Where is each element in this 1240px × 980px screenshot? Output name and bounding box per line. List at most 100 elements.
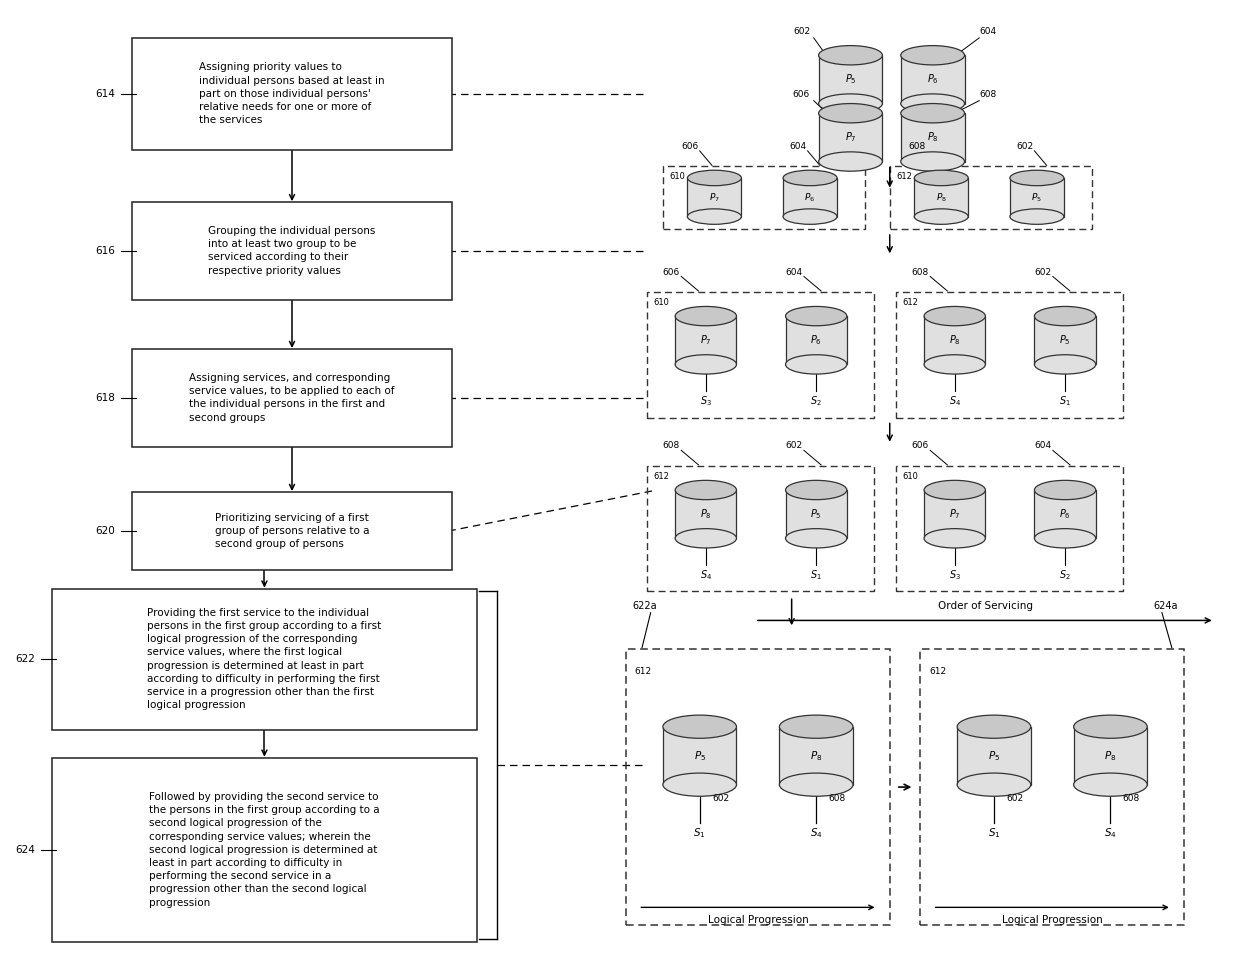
- Ellipse shape: [1034, 355, 1096, 374]
- Ellipse shape: [675, 480, 737, 500]
- Text: $P_7$: $P_7$: [844, 130, 857, 144]
- Text: 602: 602: [1006, 795, 1023, 804]
- Text: 624: 624: [15, 845, 35, 855]
- FancyBboxPatch shape: [52, 758, 476, 942]
- Text: Logical Progression: Logical Progression: [708, 915, 808, 925]
- Ellipse shape: [785, 307, 847, 325]
- Text: $S_4$: $S_4$: [1104, 826, 1117, 840]
- Text: 608: 608: [1122, 795, 1140, 804]
- Ellipse shape: [784, 171, 837, 185]
- Bar: [895, 466, 1122, 592]
- Text: 604: 604: [789, 142, 806, 151]
- Bar: [626, 650, 890, 925]
- Ellipse shape: [924, 355, 986, 374]
- Ellipse shape: [900, 152, 965, 172]
- Text: $P_6$: $P_6$: [805, 191, 816, 204]
- Ellipse shape: [1074, 715, 1147, 738]
- FancyBboxPatch shape: [131, 38, 453, 150]
- Text: 612: 612: [895, 172, 911, 181]
- Bar: [785, 317, 847, 365]
- Text: 608: 608: [980, 90, 997, 99]
- Ellipse shape: [1009, 171, 1064, 185]
- Text: 606: 606: [792, 90, 810, 99]
- Text: 610: 610: [901, 471, 918, 480]
- Text: $P_7$: $P_7$: [949, 508, 961, 521]
- Ellipse shape: [785, 355, 847, 374]
- Ellipse shape: [957, 715, 1030, 738]
- Text: $S_2$: $S_2$: [1059, 568, 1071, 582]
- Bar: [785, 490, 847, 538]
- Ellipse shape: [687, 209, 742, 224]
- Text: 602: 602: [1034, 268, 1052, 276]
- Text: $P_5$: $P_5$: [844, 73, 857, 86]
- Bar: [1034, 490, 1096, 538]
- Bar: [895, 292, 1122, 417]
- Text: $P_8$: $P_8$: [1105, 749, 1117, 762]
- Bar: [920, 650, 1184, 925]
- Text: 612: 612: [901, 298, 918, 307]
- Text: $P_5$: $P_5$: [1059, 333, 1071, 347]
- Text: 602: 602: [792, 26, 810, 36]
- Ellipse shape: [785, 528, 847, 548]
- Ellipse shape: [1034, 307, 1096, 325]
- Text: 624a: 624a: [1153, 601, 1178, 611]
- Text: 612: 612: [635, 666, 652, 676]
- Bar: [924, 317, 986, 365]
- Text: $S_1$: $S_1$: [693, 826, 706, 840]
- Text: 608: 608: [663, 441, 680, 451]
- Text: 612: 612: [653, 471, 670, 480]
- Text: $P_8$: $P_8$: [810, 749, 822, 762]
- Bar: [900, 114, 965, 162]
- Ellipse shape: [1034, 528, 1096, 548]
- Bar: [818, 114, 883, 162]
- Text: 616: 616: [95, 246, 115, 256]
- Ellipse shape: [675, 355, 737, 374]
- Text: 604: 604: [786, 268, 802, 276]
- Bar: [784, 178, 837, 217]
- FancyBboxPatch shape: [131, 349, 453, 447]
- Bar: [914, 178, 968, 217]
- Bar: [675, 490, 737, 538]
- Ellipse shape: [818, 94, 883, 114]
- Ellipse shape: [780, 715, 853, 738]
- Ellipse shape: [818, 152, 883, 172]
- Text: $S_2$: $S_2$: [810, 394, 822, 408]
- Bar: [647, 466, 874, 592]
- Ellipse shape: [900, 104, 965, 122]
- Ellipse shape: [675, 528, 737, 548]
- Ellipse shape: [785, 480, 847, 500]
- Text: $S_1$: $S_1$: [988, 826, 1001, 840]
- Bar: [818, 55, 883, 104]
- Ellipse shape: [1034, 480, 1096, 500]
- Text: $P_6$: $P_6$: [926, 73, 939, 86]
- Text: 608: 608: [828, 795, 846, 804]
- Text: 610: 610: [670, 172, 684, 181]
- Text: $P_7$: $P_7$: [701, 333, 712, 347]
- Text: $S_1$: $S_1$: [1059, 394, 1071, 408]
- Text: Assigning services, and corresponding
service values, to be applied to each of
t: Assigning services, and corresponding se…: [190, 373, 394, 422]
- Ellipse shape: [924, 480, 986, 500]
- Bar: [687, 178, 742, 217]
- Text: 606: 606: [681, 142, 698, 151]
- Text: $P_5$: $P_5$: [693, 749, 706, 762]
- Text: $P_8$: $P_8$: [699, 508, 712, 521]
- Ellipse shape: [924, 307, 986, 325]
- Text: $P_5$: $P_5$: [1032, 191, 1043, 204]
- Text: $S_4$: $S_4$: [949, 394, 961, 408]
- Ellipse shape: [957, 773, 1030, 797]
- Ellipse shape: [675, 307, 737, 325]
- Text: 622: 622: [15, 654, 35, 664]
- Bar: [663, 167, 866, 229]
- Bar: [647, 292, 874, 417]
- Bar: [1034, 317, 1096, 365]
- Text: $P_6$: $P_6$: [810, 333, 822, 347]
- Text: 604: 604: [980, 26, 997, 36]
- Text: 602: 602: [712, 795, 729, 804]
- FancyBboxPatch shape: [131, 492, 453, 570]
- Ellipse shape: [914, 209, 968, 224]
- Text: 622a: 622a: [632, 601, 657, 611]
- Text: 604: 604: [1034, 441, 1052, 451]
- Bar: [663, 727, 737, 785]
- Ellipse shape: [924, 528, 986, 548]
- Text: 608: 608: [911, 268, 929, 276]
